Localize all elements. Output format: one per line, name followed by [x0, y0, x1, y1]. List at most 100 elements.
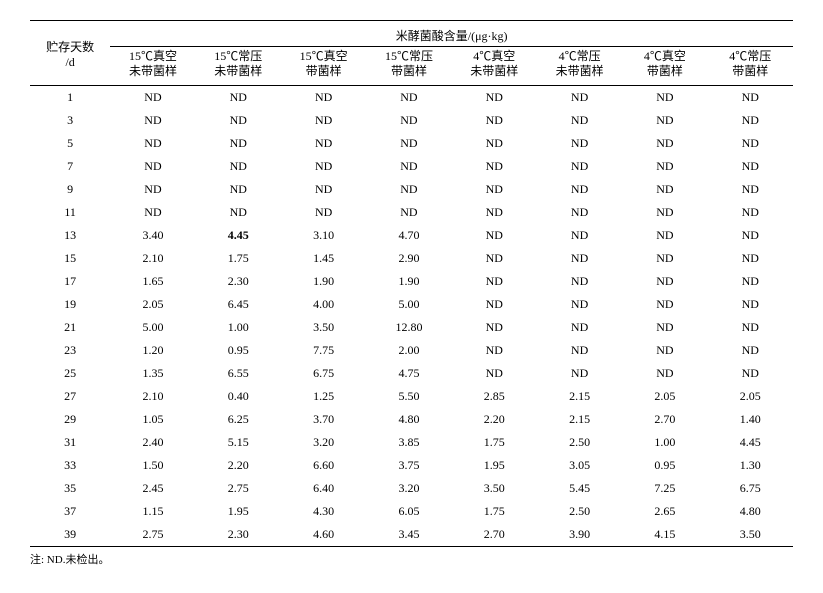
value-cell: 1.90	[281, 270, 366, 293]
col-header-line1: 4℃常压	[729, 49, 771, 63]
value-cell: 6.45	[196, 293, 281, 316]
value-cell: 7.25	[622, 477, 707, 500]
table-row: 215.001.003.5012.80NDNDNDND	[30, 316, 793, 339]
value-cell: 2.15	[537, 385, 622, 408]
value-cell: 5.00	[110, 316, 195, 339]
value-cell: 3.50	[281, 316, 366, 339]
value-cell: 2.15	[537, 408, 622, 431]
table-row: 251.356.556.754.75NDNDNDND	[30, 362, 793, 385]
value-cell: 1.90	[366, 270, 451, 293]
col-header-0: 15℃真空未带菌样	[110, 47, 195, 86]
day-cell: 33	[30, 454, 110, 477]
col-header-line1: 4℃真空	[644, 49, 686, 63]
value-cell: ND	[110, 155, 195, 178]
value-cell: 4.80	[708, 500, 793, 523]
value-cell: ND	[366, 178, 451, 201]
value-cell: 1.25	[281, 385, 366, 408]
value-cell: ND	[366, 155, 451, 178]
value-cell: ND	[110, 201, 195, 224]
col-header-line1: 4℃常压	[559, 49, 601, 63]
value-cell: 4.70	[366, 224, 451, 247]
table-row: 291.056.253.704.802.202.152.701.40	[30, 408, 793, 431]
col-header-line2: 带菌样	[732, 64, 768, 78]
col-header-line1: 15℃常压	[385, 49, 433, 63]
value-cell: 1.45	[281, 247, 366, 270]
col-header-line1: 4℃真空	[473, 49, 515, 63]
col-header-line2: 带菌样	[391, 64, 427, 78]
value-cell: ND	[622, 178, 707, 201]
value-cell: 6.05	[366, 500, 451, 523]
value-cell: 4.80	[366, 408, 451, 431]
table-row: 312.405.153.203.851.752.501.004.45	[30, 431, 793, 454]
value-cell: ND	[452, 362, 537, 385]
value-cell: 0.40	[196, 385, 281, 408]
day-cell: 29	[30, 408, 110, 431]
value-cell: ND	[708, 362, 793, 385]
value-cell: ND	[622, 224, 707, 247]
value-cell: 5.15	[196, 431, 281, 454]
value-cell: ND	[196, 178, 281, 201]
table-row: 3NDNDNDNDNDNDNDND	[30, 109, 793, 132]
value-cell: 6.40	[281, 477, 366, 500]
value-cell: ND	[537, 86, 622, 110]
day-cell: 27	[30, 385, 110, 408]
value-cell: ND	[622, 293, 707, 316]
day-cell: 7	[30, 155, 110, 178]
value-cell: 7.75	[281, 339, 366, 362]
col-header-7: 4℃常压带菌样	[708, 47, 793, 86]
value-cell: ND	[537, 362, 622, 385]
table-row: 9NDNDNDNDNDNDNDND	[30, 178, 793, 201]
value-cell: 1.00	[196, 316, 281, 339]
table-row: 371.151.954.306.051.752.502.654.80	[30, 500, 793, 523]
value-cell: ND	[622, 270, 707, 293]
table-row: 331.502.206.603.751.953.050.951.30	[30, 454, 793, 477]
value-cell: ND	[537, 155, 622, 178]
table-row: 133.404.453.104.70NDNDNDND	[30, 224, 793, 247]
value-cell: ND	[281, 109, 366, 132]
day-cell: 3	[30, 109, 110, 132]
value-cell: ND	[366, 86, 451, 110]
value-cell: ND	[281, 201, 366, 224]
value-cell: 2.30	[196, 523, 281, 547]
value-cell: 1.75	[196, 247, 281, 270]
day-cell: 19	[30, 293, 110, 316]
value-cell: ND	[452, 316, 537, 339]
day-cell: 17	[30, 270, 110, 293]
table-row: 11NDNDNDNDNDNDNDND	[30, 201, 793, 224]
value-cell: 1.15	[110, 500, 195, 523]
value-cell: 5.50	[366, 385, 451, 408]
value-cell: ND	[708, 316, 793, 339]
value-cell: ND	[622, 109, 707, 132]
table-row: 152.101.751.452.90NDNDNDND	[30, 247, 793, 270]
value-cell: ND	[537, 247, 622, 270]
col-header-line2: 未带菌样	[556, 64, 604, 78]
value-cell: 1.30	[708, 454, 793, 477]
value-cell: ND	[281, 86, 366, 110]
value-cell: ND	[281, 178, 366, 201]
value-cell: ND	[366, 132, 451, 155]
day-cell: 39	[30, 523, 110, 547]
table-header: 贮存天数 /d 米酵菌酸含量/(μg·kg) 15℃真空未带菌样15℃常压未带菌…	[30, 21, 793, 86]
day-cell: 31	[30, 431, 110, 454]
table-body: 1NDNDNDNDNDNDNDND3NDNDNDNDNDNDNDND5NDNDN…	[30, 86, 793, 547]
value-cell: ND	[366, 109, 451, 132]
col-header-1: 15℃常压未带菌样	[196, 47, 281, 86]
value-cell: 2.90	[366, 247, 451, 270]
value-cell: ND	[110, 178, 195, 201]
value-cell: 2.75	[110, 523, 195, 547]
day-cell: 23	[30, 339, 110, 362]
col-header-line1: 15℃常压	[214, 49, 262, 63]
table-row: 352.452.756.403.203.505.457.256.75	[30, 477, 793, 500]
value-cell: 4.60	[281, 523, 366, 547]
table-row: 231.200.957.752.00NDNDNDND	[30, 339, 793, 362]
value-cell: 2.10	[110, 247, 195, 270]
group-header: 米酵菌酸含量/(μg·kg)	[110, 21, 793, 47]
value-cell: ND	[452, 155, 537, 178]
value-cell: ND	[196, 109, 281, 132]
value-cell: ND	[708, 293, 793, 316]
day-cell: 15	[30, 247, 110, 270]
row-header-line1: 贮存天数	[46, 40, 94, 54]
day-cell: 1	[30, 86, 110, 110]
value-cell: 2.20	[196, 454, 281, 477]
value-cell: ND	[622, 155, 707, 178]
